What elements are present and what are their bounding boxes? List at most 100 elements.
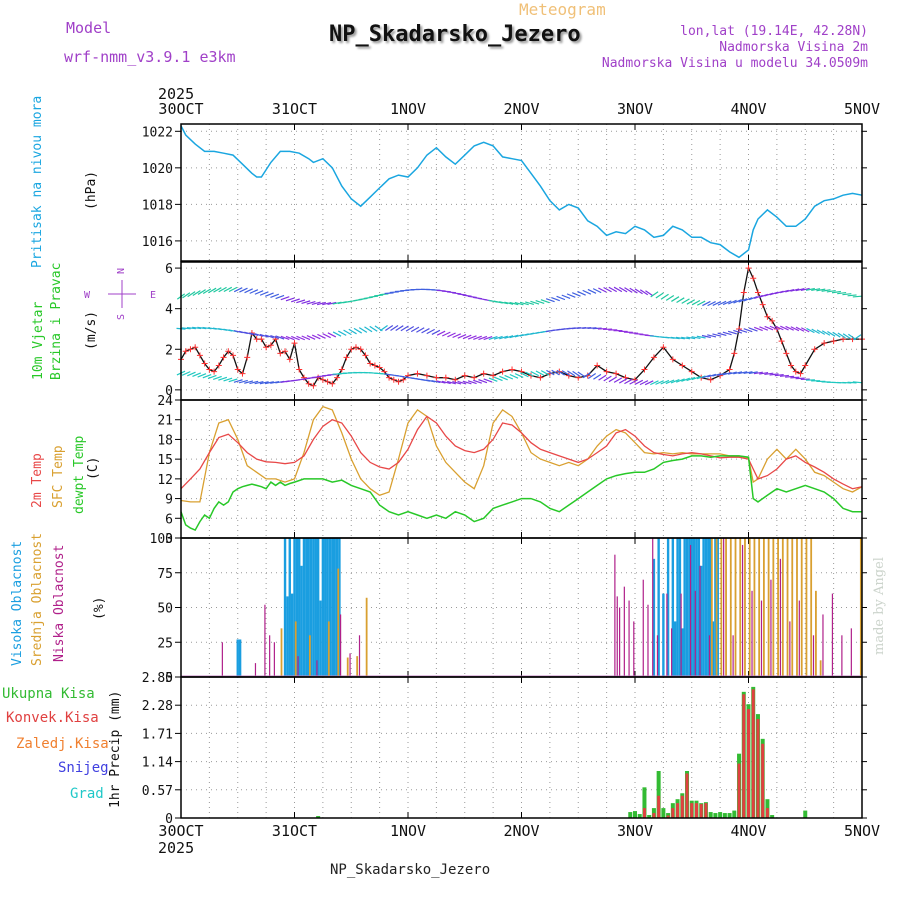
wind-direction-arrow: [790, 376, 800, 379]
wind-direction-arrow: [483, 336, 493, 341]
wind-direction-arrow: [665, 294, 675, 301]
wind-direction-arrow: [270, 334, 280, 340]
y-tick-label: 25: [157, 636, 173, 651]
y-tick-label: 3: [165, 532, 173, 547]
wind-gust-marker: [310, 382, 317, 389]
low-cloud-bar: [751, 590, 753, 677]
mid-cloud-bar: [758, 538, 761, 677]
wind-direction-arrow: [754, 326, 763, 332]
wind-direction-arrow: [421, 328, 430, 334]
top-day-label: 31OCT: [272, 100, 317, 118]
y-tick-label: 15: [157, 453, 173, 468]
low-cloud-bar: [339, 614, 342, 677]
wind-gust-marker: [244, 354, 251, 361]
wind-direction-arrow: [551, 369, 560, 376]
wind-direction-arrow: [202, 288, 212, 295]
mid-cloud-bar: [781, 538, 784, 677]
wind-direction-arrow: [311, 301, 321, 306]
wind-direction-arrow: [546, 369, 555, 376]
wind-direction-arrow: [826, 289, 836, 293]
mid-cloud-bar: [800, 538, 803, 677]
high-cloud-bar: [673, 621, 677, 677]
wind-direction-arrow: [493, 335, 503, 340]
wind-direction-arrow: [447, 332, 456, 338]
wind-direction-arrow: [743, 328, 753, 333]
total-precip-bar: [661, 808, 666, 818]
wind-direction-arrow: [228, 286, 238, 293]
wind-direction-arrow: [540, 299, 550, 304]
wind-direction-arrow: [691, 376, 701, 381]
wind-direction-arrow: [395, 325, 404, 332]
wind-gust-marker: [324, 378, 331, 385]
y-tick-label: 100: [150, 532, 173, 547]
wind-gust-marker: [329, 380, 336, 387]
elevation-info: Nadmorska Visina 2m: [719, 40, 868, 55]
wind-direction-arrow: [712, 373, 722, 377]
wind-direction-arrow: [275, 294, 285, 300]
bottom-year-label: 2025: [158, 839, 194, 857]
high-cloud-bar: [335, 538, 339, 677]
wind-direction-arrow: [779, 374, 789, 377]
wind-direction-arrow: [722, 371, 732, 376]
high-cloud-bar: [312, 538, 315, 677]
low-cloud-bar: [841, 635, 843, 677]
wind-direction-arrow: [478, 379, 488, 384]
wind-direction-arrow: [525, 301, 535, 306]
high-cloud-bar: [690, 538, 693, 677]
high-cloud-bar: [288, 538, 291, 677]
top-year-label: 2025: [158, 85, 194, 103]
wind-gust-marker: [537, 374, 544, 381]
convective-precip-bar: [680, 795, 684, 818]
high-cloud-bar: [671, 538, 675, 677]
high-cloud-bar: [666, 538, 670, 677]
mid-cloud-bar: [859, 538, 862, 677]
wind-direction-arrow: [353, 327, 363, 334]
y-tick-label: 1.14: [142, 756, 173, 771]
wind-direction-arrow: [202, 374, 212, 379]
low-cloud-bar: [316, 660, 318, 677]
wind-direction-arrow: [509, 301, 519, 306]
wind-gust-marker: [509, 366, 516, 373]
wind-direction-arrow: [821, 330, 831, 336]
total-precip-bar: [647, 815, 652, 818]
wind-direction-arrow: [473, 379, 482, 384]
wind-direction-arrow: [764, 372, 774, 376]
low-cloud-bar: [760, 600, 763, 677]
wind-direction-arrow: [259, 291, 269, 296]
wind-direction-arrow: [530, 300, 540, 305]
y-tick-label: 6: [165, 512, 173, 527]
high-cloud-bar: [685, 538, 689, 677]
high-cloud-bar: [290, 593, 294, 677]
lonlat-info: lon,lat (19.14E, 42.28N): [680, 24, 868, 39]
wind-direction-arrow: [691, 336, 701, 340]
wind-direction-arrow: [316, 301, 326, 306]
wind-direction-arrow: [733, 299, 743, 304]
wind-gust-marker: [565, 372, 572, 379]
high-cloud-bar: [316, 538, 320, 677]
wind-direction-arrow: [441, 380, 451, 385]
low-cloud-bar: [789, 621, 791, 677]
wind-direction-arrow: [187, 291, 196, 298]
wind-direction-arrow: [332, 331, 342, 337]
wind-gust-marker: [362, 352, 369, 359]
wind-direction-arrow: [208, 287, 217, 294]
wind-gust-marker: [811, 346, 818, 353]
wind-direction-arrow: [733, 329, 743, 334]
high-cloud-bar: [236, 639, 239, 677]
wind-gust-marker: [830, 338, 837, 345]
mid-cloud-bar: [734, 538, 737, 677]
wind-direction-arrow: [831, 290, 842, 294]
wind-direction-arrow: [212, 375, 222, 380]
wind-direction-arrow: [441, 331, 451, 337]
wind-direction-arrow: [650, 291, 659, 298]
total-precip-bar: [722, 813, 727, 818]
y-tick-label: 75: [157, 567, 173, 582]
wind-direction-arrow: [540, 370, 550, 376]
high-cloud-bar: [319, 600, 322, 677]
wind-gust-marker: [296, 366, 303, 373]
wind-direction-arrow: [192, 290, 201, 296]
high-cloud-bar: [307, 538, 310, 677]
wind-direction-arrow: [187, 371, 196, 377]
wind-direction-arrow: [264, 381, 274, 385]
wind-direction-arrow: [327, 301, 337, 306]
